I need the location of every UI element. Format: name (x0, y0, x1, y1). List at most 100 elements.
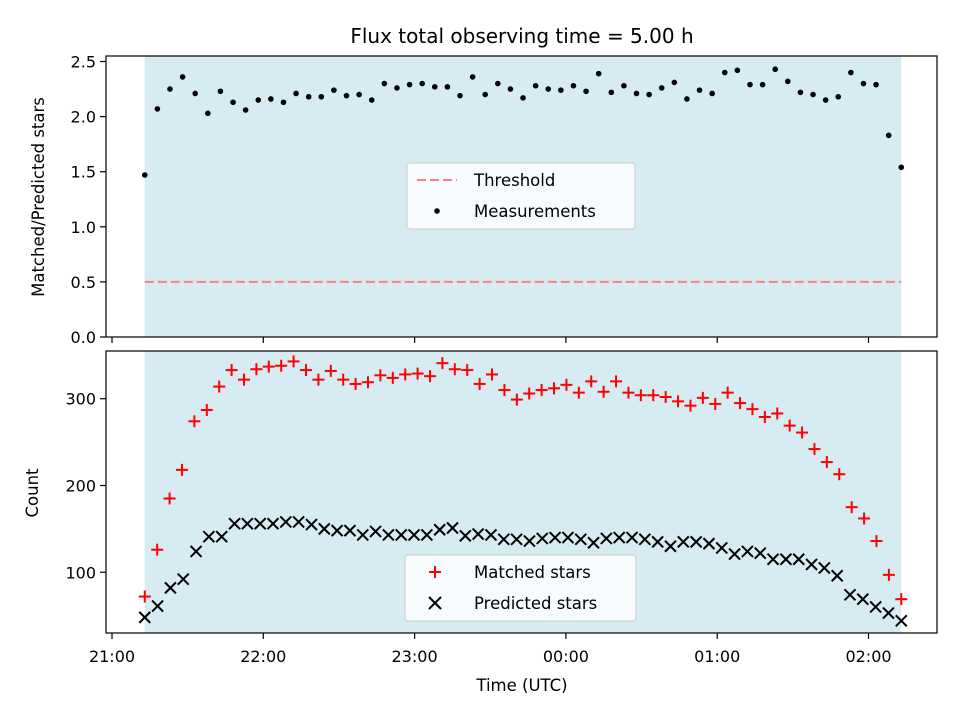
measurement-point (532, 82, 539, 89)
measurement-point (280, 99, 287, 106)
measurement-point (595, 70, 602, 77)
matched-star-point (808, 443, 821, 456)
bottom-y-ticks: 100 200 300 (65, 390, 106, 582)
matched-star-point (560, 378, 573, 391)
matched-star-point (734, 397, 747, 410)
matched-star-point (758, 410, 771, 423)
predicted-star-point (215, 530, 228, 543)
predicted-star-point (856, 592, 870, 606)
bottom-y-tick-label: 200 (65, 476, 96, 495)
measurement-point (205, 110, 211, 117)
measurement-point (154, 106, 161, 112)
matched-star-point (820, 456, 833, 469)
legend-threshold-label: Threshold (473, 171, 555, 190)
predicted-star-point (202, 530, 216, 543)
measurement-point (457, 92, 463, 99)
matched-star-point (436, 357, 449, 370)
top-y-ticks: 0.0 0.5 1.0 1.5 2.0 2.5 (71, 53, 106, 347)
matched-star-point (845, 501, 858, 514)
matched-star-point (572, 386, 585, 399)
predicted-star-point (151, 599, 164, 613)
matched-star-point (548, 382, 561, 395)
measurement-point (318, 93, 325, 100)
matched-star-point (796, 426, 809, 439)
top-y-axis-label: Matched/Predicted stars (29, 97, 48, 297)
measurement-point (759, 81, 766, 88)
top-legend-box (406, 162, 636, 230)
measurement-point (520, 95, 526, 101)
measurement-point (293, 90, 299, 97)
predicted-star-point (805, 558, 818, 571)
top-y-tick-label: 1.5 (71, 163, 96, 182)
measurement-points (141, 66, 905, 178)
legend-predicted-label: Predicted stars (474, 594, 597, 613)
measurement-point (898, 164, 905, 171)
predicted-star-point (330, 524, 344, 537)
predicted-star-point (343, 524, 357, 537)
predicted-star-point (689, 535, 703, 549)
matched-star-point (535, 384, 548, 397)
bottom-x-ticks: 21:00 22:00 23:00 00:00 01:00 02:00 (89, 633, 892, 666)
measurement-point (305, 93, 312, 100)
measurement-point (885, 132, 892, 139)
predicted-star-point (279, 515, 293, 529)
measurement-point (230, 99, 236, 106)
top-panel: 0.0 0.5 1.0 1.5 2.0 2.5 Matched/Predicted sta… (29, 53, 938, 347)
matched-stars-points (138, 355, 908, 606)
top-y-tick-label: 0.5 (71, 273, 96, 292)
predicted-star-point (369, 525, 382, 538)
predicted-star-point (651, 535, 664, 549)
matched-star-point (486, 368, 499, 381)
predicted-star-point (869, 600, 882, 614)
matched-star-point (374, 369, 387, 382)
predicted-star-point (189, 545, 203, 558)
predicted-star-point (497, 533, 511, 546)
matched-star-point (200, 404, 213, 417)
matched-star-point (411, 367, 424, 380)
legend-matched-label: Matched stars (474, 563, 591, 582)
matched-star-point (672, 395, 685, 408)
x-tick-label: 01:00 (694, 647, 740, 666)
predicted-star-point (356, 528, 369, 542)
measurement-point (192, 90, 199, 97)
measurement-point (747, 81, 753, 88)
measurement-point (343, 92, 350, 99)
matched-star-point (287, 355, 300, 368)
matched-star-point (709, 397, 722, 410)
legend-measurements-label: Measurements (474, 202, 596, 221)
legend-matched-swatch (429, 566, 441, 578)
measurement-point (444, 84, 451, 90)
top-y-tick-label: 0.0 (71, 328, 96, 347)
predicted-star-point (177, 572, 190, 586)
matched-star-point (175, 463, 188, 476)
measurement-point (545, 86, 552, 92)
measurement-point (797, 89, 804, 96)
measurement-point (646, 91, 652, 98)
predicted-star-point (484, 528, 498, 542)
predicted-star-point (830, 569, 844, 582)
matched-star-point (300, 364, 313, 377)
predicted-star-point (728, 547, 741, 561)
measurement-point (810, 91, 816, 98)
x-tick-label: 02:00 (845, 647, 891, 666)
predicted-star-point (471, 527, 485, 541)
measurement-point (772, 66, 778, 73)
predicted-star-point (523, 534, 536, 548)
measurement-point (268, 96, 274, 102)
matched-star-point (188, 415, 201, 428)
measurement-point (684, 96, 690, 102)
predicted-star-point (318, 522, 331, 536)
matched-star-point (610, 375, 623, 388)
predicted-star-point (446, 521, 459, 535)
predicted-star-point (600, 532, 613, 545)
measurement-point (431, 84, 438, 90)
bottom-y-tick-label: 100 (65, 563, 96, 582)
matched-star-point (783, 419, 796, 432)
bottom-y-tick-label: 300 (65, 390, 96, 409)
x-tick-label: 00:00 (543, 647, 589, 666)
matched-star-point (597, 385, 610, 398)
predicted-star-point (382, 528, 395, 542)
predicted-star-point (164, 581, 177, 595)
